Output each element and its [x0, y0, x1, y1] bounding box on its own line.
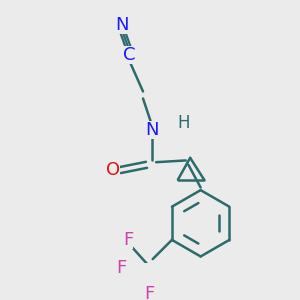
Text: H: H: [177, 114, 189, 132]
Text: F: F: [116, 259, 126, 277]
Text: N: N: [145, 121, 158, 139]
Text: C: C: [123, 46, 135, 64]
Text: N: N: [115, 16, 129, 34]
Text: F: F: [144, 285, 154, 300]
Text: O: O: [106, 161, 120, 179]
Text: F: F: [123, 231, 134, 249]
